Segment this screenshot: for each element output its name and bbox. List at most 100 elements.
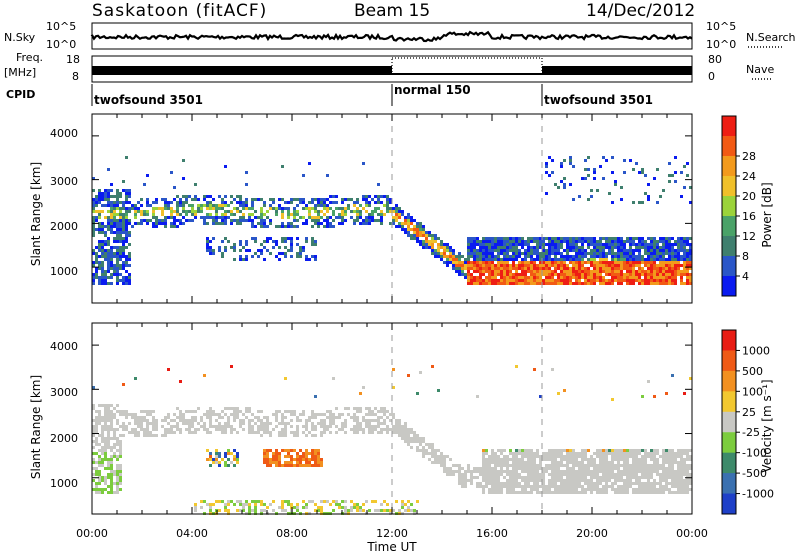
heat-cell [305,237,308,240]
heat-cell [527,464,530,467]
heat-cell [569,261,572,264]
heat-cell [488,255,491,258]
heat-cell [260,252,263,255]
heat-cell [113,416,116,419]
heat-cell [119,225,122,228]
heat-cell [653,455,656,458]
heat-cell [230,210,233,213]
heat-cell [359,428,362,431]
heat-cell [179,380,182,383]
heat-cell [365,204,368,207]
heat-cell [584,473,587,476]
heat-cell [629,476,632,479]
heat-cell [236,195,239,198]
heat-cell [107,201,110,204]
heat-cell [545,270,548,273]
heat-cell [329,419,332,422]
heat-cell [347,207,350,210]
heat-cell [488,282,491,285]
heat-cell [512,264,515,267]
heat-cell [110,225,113,228]
heat-cell [224,210,227,213]
heat-cell [563,279,566,282]
heat-cell [536,252,539,255]
heat-cell [512,276,515,279]
heat-cell [506,264,509,267]
heat-cell [635,488,638,491]
heat-cell [614,243,617,246]
heat-cell [236,410,239,413]
heat-cell [92,431,95,434]
heat-cell [662,255,665,258]
heat-cell [614,279,617,282]
heat-cell [539,270,542,273]
heat-cell [650,270,653,273]
heat-cell [662,261,665,264]
heat-cell [539,461,542,464]
heat-cell [278,422,281,425]
heat-cell [491,491,494,494]
heat-cell [92,249,95,252]
heat-cell [521,258,524,261]
heat-cell [302,198,305,201]
power-colorbar-ticklabel: 16 [742,210,756,223]
heat-cell [527,476,530,479]
heat-cell [467,240,470,243]
heat-cell [515,473,518,476]
heat-cell [563,470,566,473]
heat-cell [311,425,314,428]
heat-cell [449,467,452,470]
heat-cell [386,503,389,506]
heat-cell [632,279,635,282]
heat-cell [599,240,602,243]
heat-cell [557,186,560,189]
heat-cell [632,464,635,467]
heat-cell [95,473,98,476]
heat-cell [215,222,218,225]
heat-cell [260,210,263,213]
heat-cell [584,482,587,485]
heat-cell [320,500,323,503]
heat-cell [119,201,122,204]
heat-cell [587,174,590,177]
heat-cell [194,198,197,201]
heat-cell [536,270,539,273]
heat-cell [281,509,284,512]
heat-cell [110,246,113,249]
heat-cell [482,461,485,464]
heat-cell [575,461,578,464]
heat-cell [416,500,419,503]
heat-cell [554,488,557,491]
heat-cell [602,491,605,494]
heat-cell [248,506,251,509]
heat-cell [119,279,122,282]
heat-cell [101,476,104,479]
heat-cell [527,467,530,470]
heat-cell [218,195,221,198]
heat-cell [683,237,686,240]
heat-cell [320,419,323,422]
heat-cell [533,470,536,473]
heat-cell [314,413,317,416]
heat-cell [482,458,485,461]
heat-cell [599,279,602,282]
heat-cell [662,473,665,476]
heat-cell [395,419,398,422]
heat-cell [611,261,614,264]
heat-cell [98,443,101,446]
heat-cell [224,246,227,249]
heat-cell [323,198,326,201]
heat-cell [689,488,692,491]
heat-cell [92,201,95,204]
heat-cell [296,509,299,512]
heat-cell [674,243,677,246]
heat-cell [245,207,248,210]
heat-cell [665,392,668,395]
heat-cell [122,267,125,270]
heat-cell [440,243,443,246]
velocity-colorbar-swatch [722,452,736,474]
heat-cell [143,213,146,216]
heat-cell [116,189,119,192]
heat-cell [650,246,653,249]
heat-cell [302,431,305,434]
